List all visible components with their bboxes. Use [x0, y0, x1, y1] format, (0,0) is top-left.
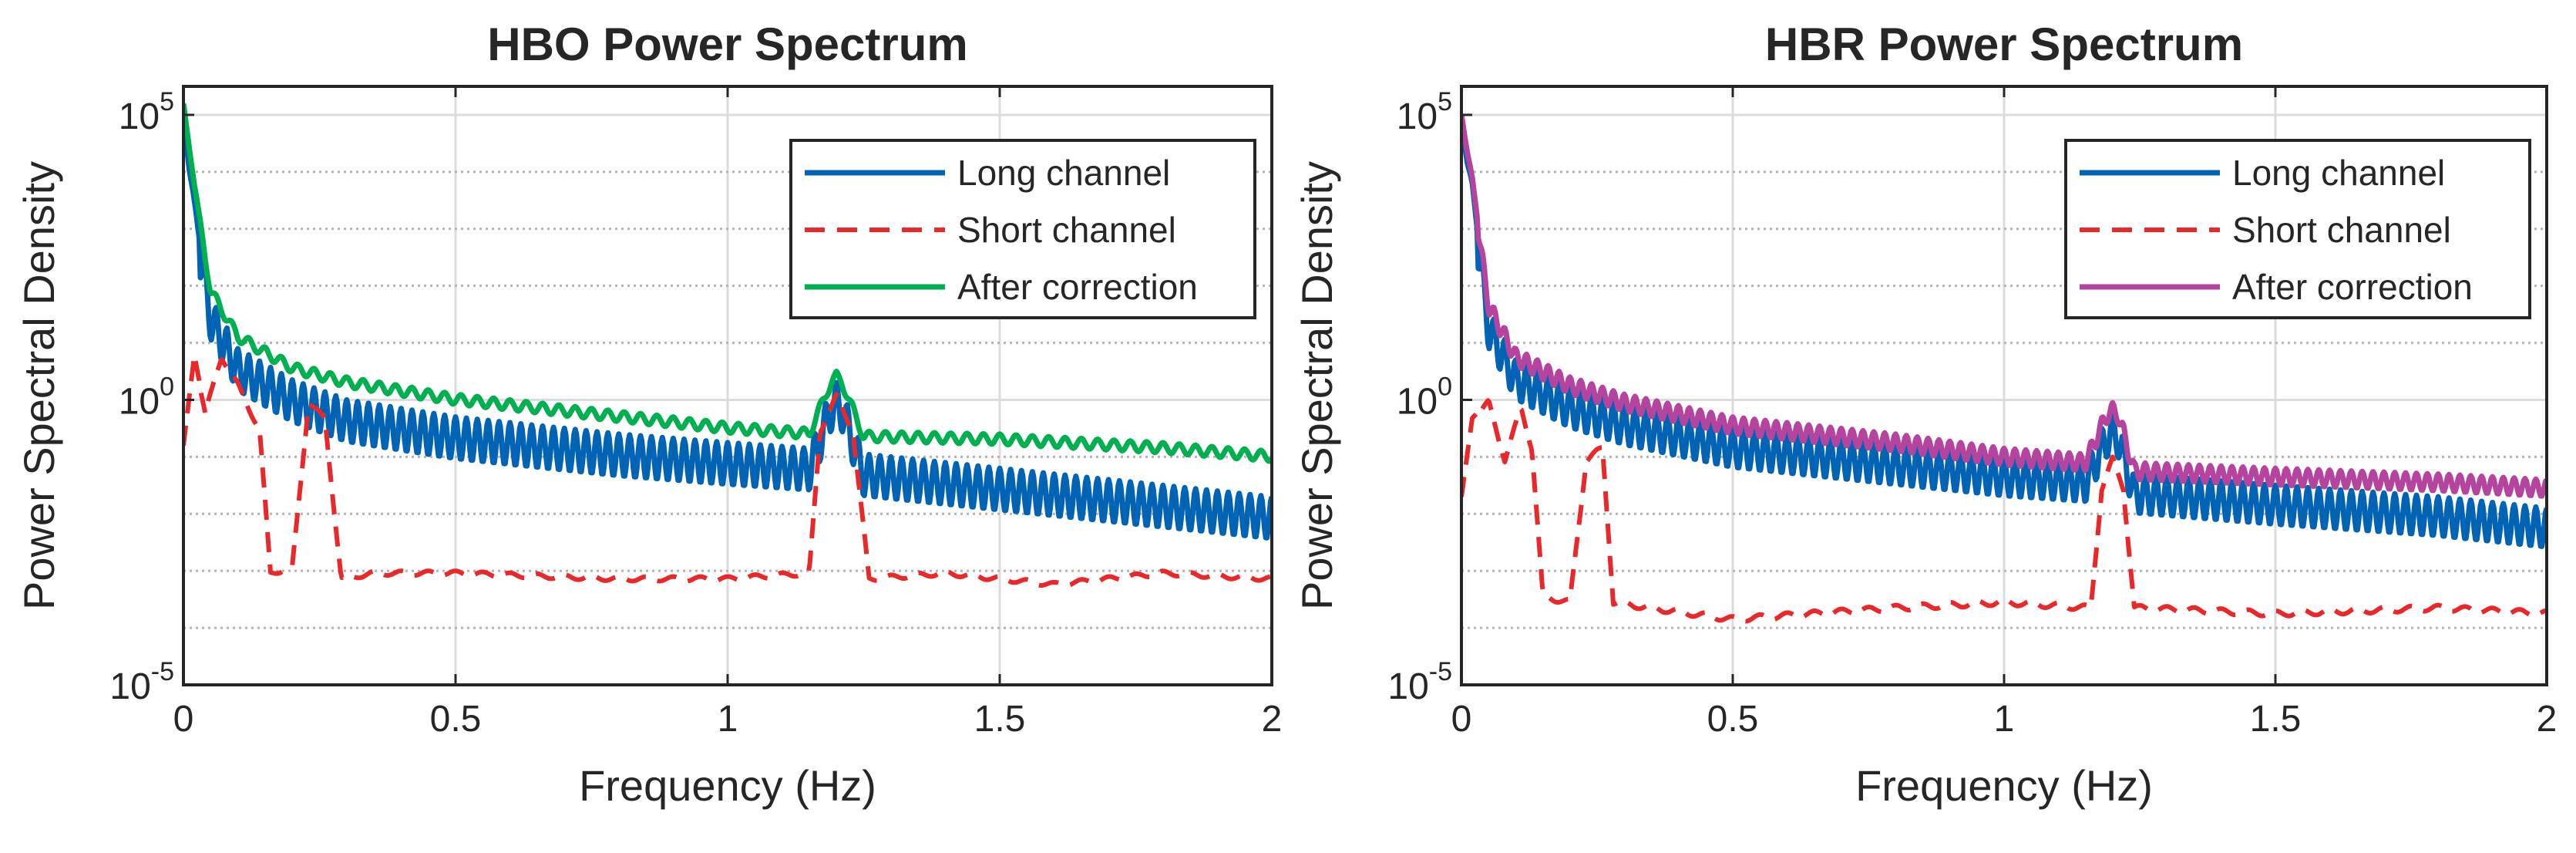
series-line-short-channel	[1461, 398, 2547, 624]
series-line-short-channel	[183, 352, 1272, 588]
y-tick-exp: 5	[1438, 87, 1452, 116]
series-line-after-correction	[183, 103, 1272, 464]
y-tick-exp: -5	[151, 657, 174, 686]
y-tick-exp: 0	[160, 372, 174, 401]
x-tick-label: 1.5	[974, 699, 1026, 740]
legend-label: Long channel	[957, 153, 1170, 193]
y-axis-label: Power Spectral Density	[15, 161, 63, 610]
y-tick-base: 10	[1387, 666, 1428, 707]
y-tick-base: 10	[119, 381, 160, 422]
x-tick-label: 1	[1994, 699, 2015, 740]
legend: Long channel Short channel After correctio…	[2064, 139, 2531, 319]
y-tick-exp: 5	[160, 87, 174, 116]
legend-label: Short channel	[2232, 210, 2451, 250]
y-tick-label: 105	[119, 87, 174, 137]
x-tick-label: 1	[718, 699, 738, 740]
x-tick-label: 0	[173, 699, 194, 740]
chart-title: HBO Power Spectrum	[487, 19, 967, 70]
series-group	[183, 103, 1272, 588]
y-tick-label: 100	[1397, 372, 1452, 422]
y-tick-label: 105	[1397, 87, 1452, 137]
y-tick-label: 10-5	[1387, 657, 1452, 707]
y-tick-base: 10	[109, 666, 150, 707]
legend-label: Long channel	[2232, 153, 2445, 193]
y-tick-base: 10	[1397, 381, 1438, 422]
y-axis-label: Power Spectral Density	[1293, 161, 1341, 610]
series-group	[1461, 114, 2547, 624]
y-tick-label: 10-5	[109, 657, 174, 707]
y-tick-exp: -5	[1429, 657, 1452, 686]
legend: Long channel Short channel After correctio…	[789, 139, 1256, 319]
legend-label: Short channel	[957, 210, 1176, 250]
y-tick-base: 10	[1397, 96, 1438, 137]
y-tick-label: 100	[119, 372, 174, 422]
x-axis-label: Frequency (Hz)	[579, 761, 876, 810]
y-tick-base: 10	[119, 96, 160, 137]
chart-title: HBR Power Spectrum	[1765, 19, 2243, 70]
legend-label: After correction	[2232, 267, 2473, 307]
x-axis-label: Frequency (Hz)	[1855, 761, 2153, 810]
x-tick-label: 2	[2537, 699, 2558, 740]
x-tick-label: 0	[1451, 699, 1472, 740]
x-tick-label: 1.5	[2250, 699, 2302, 740]
series-line-after-correction	[1461, 114, 2547, 499]
series-line-long-channel	[183, 114, 1272, 541]
y-tick-exp: 0	[1438, 372, 1452, 401]
x-tick-label: 0.5	[1707, 699, 1759, 740]
legend-label: After correction	[957, 267, 1198, 307]
x-tick-label: 0.5	[430, 699, 482, 740]
x-tick-label: 2	[1262, 699, 1283, 740]
